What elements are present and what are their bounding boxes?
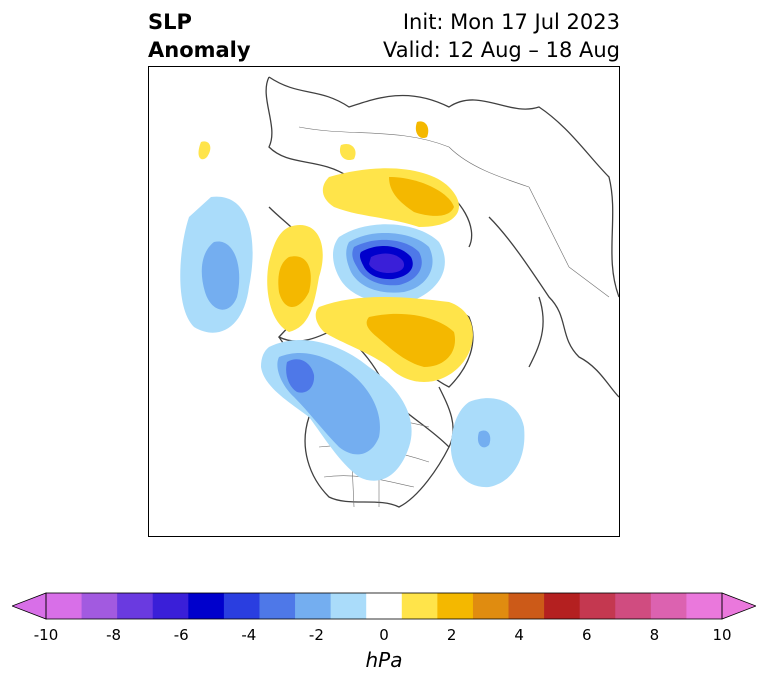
arctic-high-small2	[415, 121, 429, 139]
colorbar-ticks: -10 -8 -6 -4 -2 0 2 4 6 8 10	[0, 626, 768, 646]
alaska-high-inner	[278, 256, 311, 307]
colorbar-unit-label: hPa	[365, 648, 403, 672]
colorbar-cell	[650, 593, 687, 619]
colorbar-cell	[259, 593, 296, 619]
variable-name: SLP	[148, 10, 192, 34]
variable-qualifier: Anomaly	[148, 38, 251, 62]
colorbar-cell	[544, 593, 581, 619]
arctic-high-small	[339, 143, 356, 161]
canada-low-inner	[286, 359, 315, 393]
chart-title-right: Init: Mon 17 Jul 2023 Valid: 12 Aug – 18…	[383, 8, 620, 64]
colorbar-cell	[81, 593, 118, 619]
colorbar-cell	[615, 593, 652, 619]
anomaly-map	[180, 76, 619, 508]
colorbar-cell	[508, 593, 545, 619]
valid-period: Valid: 12 Aug – 18 Aug	[382, 38, 620, 62]
colorbar-tick-label: 6	[582, 626, 592, 644]
colorbar-cell	[366, 593, 403, 619]
colorbar-cell	[295, 593, 332, 619]
colorbar-cell	[437, 593, 474, 619]
colorbar-cell	[117, 593, 154, 619]
colorbar-tick-label: 4	[514, 626, 524, 644]
colorbar-tick-label: 8	[649, 626, 660, 644]
pacific-low-inner	[201, 241, 240, 310]
colorbar-tick-label: 10	[712, 626, 732, 644]
colorbar-cell	[46, 593, 83, 619]
map-panel	[148, 66, 620, 537]
colorbar-cell	[686, 593, 723, 619]
chart-title-left: SLP Anomaly	[148, 8, 251, 64]
colorbar-cell	[472, 593, 510, 619]
colorbar-tick-label: -6	[173, 626, 189, 644]
colorbar-cell	[330, 593, 367, 619]
colorbar-cells	[46, 593, 723, 619]
siberian-high-inner	[389, 177, 454, 216]
colorbar-tick-label: 2	[446, 626, 457, 644]
colorbar-cell	[223, 593, 260, 619]
colorbar-cell	[579, 593, 616, 619]
colorbar-tick-label: -4	[241, 626, 257, 644]
greenland-high-inner	[366, 313, 456, 367]
arctic-low-core	[369, 253, 405, 273]
colorbar-cell	[188, 593, 225, 619]
colorbar-tick-label: -8	[106, 626, 122, 644]
colorbar-tick-label: -2	[308, 626, 324, 644]
anomaly-contours	[180, 121, 525, 488]
init-date: Init: Mon 17 Jul 2023	[402, 10, 620, 34]
colorbar-cell	[152, 593, 189, 619]
atlantic-low-inner	[477, 430, 491, 448]
colorbar-under-arrow	[12, 592, 47, 620]
coastlines	[265, 76, 619, 508]
colorbar-outline	[45, 592, 723, 620]
colorbar-over-arrow	[721, 592, 756, 620]
pacific-high-patch	[198, 141, 211, 160]
colorbar-cell	[401, 593, 438, 619]
colorbar-tick-label: -10	[33, 626, 59, 644]
colorbar-tick-label: 0	[379, 626, 389, 644]
colorbar	[12, 592, 756, 620]
